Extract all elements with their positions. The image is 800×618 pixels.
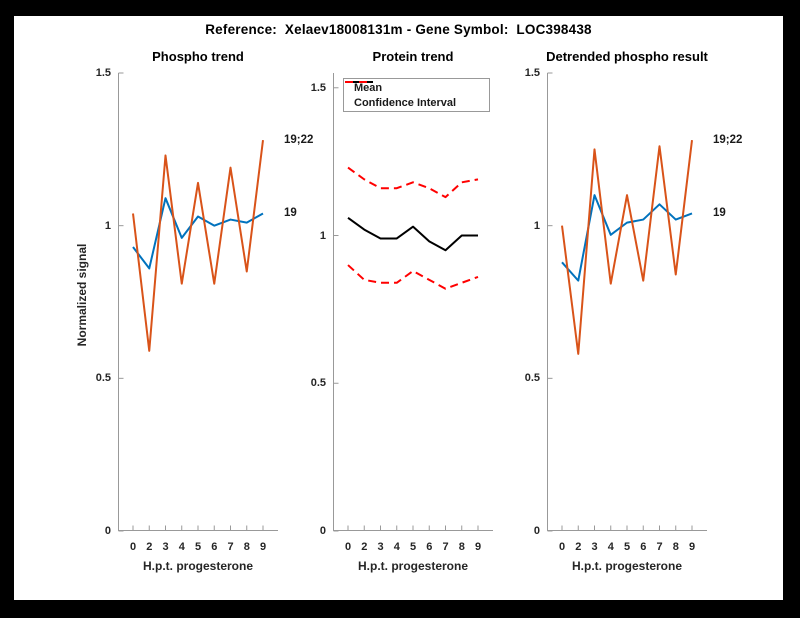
x-tick-label: 2 xyxy=(575,541,582,553)
series-line-19 xyxy=(132,197,264,270)
plot-title-protein-trend: Protein trend xyxy=(372,49,454,64)
y-tick-label: 0 xyxy=(533,525,540,537)
y-axis-label: Normalized signal xyxy=(75,243,89,347)
x-tick-label: 6 xyxy=(640,541,647,553)
plot-title-phospho-trend: Phospho trend xyxy=(152,49,244,64)
confidence-interval-line-sample-icon xyxy=(345,81,373,83)
x-tick-label: 8 xyxy=(672,541,679,553)
plot-canvas-protein-trend xyxy=(333,73,493,532)
y-tick-label: 1 xyxy=(319,229,326,242)
x-tick-label: 8 xyxy=(243,541,250,553)
x-tick-label: 7 xyxy=(442,541,449,553)
y-tick-label: 1.5 xyxy=(310,81,326,94)
series-end-label-19-22: 19;22 xyxy=(713,134,743,147)
x-axis-label: H.p.t. progesterone xyxy=(357,559,468,573)
x-tick-label: 9 xyxy=(474,541,482,553)
x-tick-label: 3 xyxy=(591,541,598,553)
x-tick-label: 0 xyxy=(129,541,137,553)
x-tick-label: 4 xyxy=(393,541,400,553)
x-tick-label: 6 xyxy=(426,541,433,553)
subplot-phospho-trend: 0 0.5 1 1.5 0 2 3 4 5 6 7 8 9 19 19;22 Phospho trend H.p… xyxy=(75,49,313,573)
series-end-label-19-22: 19;22 xyxy=(284,134,314,147)
x-axis-label: H.p.t. progesterone xyxy=(142,559,253,573)
series-line-19 xyxy=(561,194,693,282)
y-tick-label: 1.5 xyxy=(524,67,540,79)
x-tick-label: 2 xyxy=(361,541,368,553)
series-line-19-22 xyxy=(561,140,693,355)
x-tick-label: 7 xyxy=(227,541,234,553)
series-line-confidence-interval-upper xyxy=(347,166,479,199)
x-tick-label: 6 xyxy=(211,541,218,553)
x-tick-label: 0 xyxy=(558,541,566,553)
x-tick-label: 2 xyxy=(146,541,153,553)
subplot-protein-trend: Mean Confidence Interval 0 0.5 1 1.5 0 2 3 4 5 6 7… xyxy=(311,49,493,573)
y-tick-label: 1 xyxy=(533,219,540,232)
x-tick-label: 3 xyxy=(377,541,384,553)
x-axis-label: H.p.t. progesterone xyxy=(571,559,682,573)
series-line-mean xyxy=(347,216,478,252)
y-tick-label: 0.5 xyxy=(310,377,326,390)
figure-title: Reference: Xelaev18008131m - Gene Symbol… xyxy=(205,22,592,37)
x-tick-label: 9 xyxy=(259,541,267,553)
y-tick-label: 0.5 xyxy=(524,372,540,385)
plot-canvas-phospho-trend xyxy=(118,72,278,532)
legend-entry-confidence-interval: Confidence Interval xyxy=(345,81,489,110)
series-end-label-19: 19 xyxy=(713,207,726,220)
series-end-label-19: 19 xyxy=(284,207,297,220)
x-tick-label: 0 xyxy=(344,541,352,553)
x-tick-label: 5 xyxy=(194,541,202,553)
x-tick-label: 4 xyxy=(607,541,614,553)
series-line-confidence-interval-lower xyxy=(347,264,479,290)
y-tick-label: 1 xyxy=(104,219,111,232)
x-tick-label: 7 xyxy=(656,541,663,553)
legend-box: Mean Confidence Interval xyxy=(343,78,490,112)
plot-title-detrended-phospho: Detrended phospho result xyxy=(546,49,708,64)
plot-canvas-detrended-phospho xyxy=(547,72,707,532)
x-tick-label: 8 xyxy=(458,541,465,553)
x-tick-label: 5 xyxy=(409,541,417,553)
y-tick-label: 0.5 xyxy=(95,372,111,385)
x-tick-label: 3 xyxy=(162,541,169,553)
x-tick-label: 4 xyxy=(178,541,185,553)
y-tick-label: 0 xyxy=(319,525,326,537)
subplot-detrended-phospho: 0 0.5 1 1.5 0 2 3 4 5 6 7 8 9 19 19;22 Detrended phosph… xyxy=(525,49,743,573)
y-tick-label: 0 xyxy=(104,525,111,537)
x-tick-label: 5 xyxy=(623,541,631,553)
legend-entry-mean: Mean xyxy=(345,80,489,95)
y-tick-label: 1.5 xyxy=(95,67,111,79)
legend-label-mean: Mean xyxy=(354,81,383,94)
series-line-19-22 xyxy=(132,140,264,352)
figure-canvas: Reference: Xelaev18008131m - Gene Symbol… xyxy=(14,16,783,600)
x-tick-label: 9 xyxy=(688,541,696,553)
legend-label-confidence-interval: Confidence Interval xyxy=(354,96,457,109)
